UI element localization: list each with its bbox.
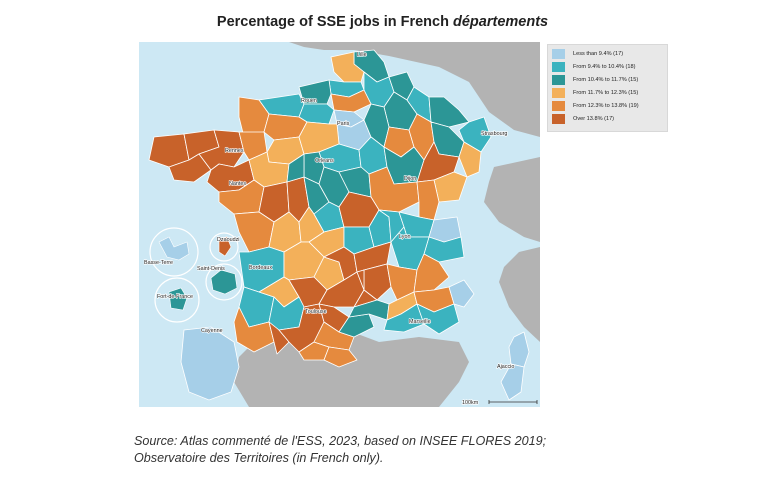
city-label-lille: Lille bbox=[357, 52, 367, 58]
city-label-strasbourg: Strasbourg bbox=[481, 131, 507, 137]
departement-herault bbox=[338, 313, 375, 338]
legend-swatch bbox=[552, 101, 565, 111]
departements bbox=[148, 49, 492, 368]
corsica bbox=[500, 331, 530, 401]
legend-swatch bbox=[552, 49, 565, 59]
legend-item: Less than 9.4% (17) bbox=[552, 49, 623, 59]
city-label-ajaccio: Ajaccio bbox=[497, 364, 514, 370]
city-label-orleans: Orleans bbox=[315, 158, 334, 164]
map-legend: Less than 9.4% (17) From 9.4% to 10.4% (… bbox=[547, 44, 668, 132]
departement-pyrenees-atlantiques bbox=[233, 306, 275, 353]
legend-label: From 12.3% to 13.8% (19) bbox=[573, 103, 639, 109]
departement-guyane bbox=[180, 326, 240, 401]
departement-mayotte bbox=[218, 236, 232, 257]
city-labels: Lille Rouen Paris Strasbourg Rennes Orle… bbox=[143, 51, 515, 370]
legend-swatch bbox=[552, 88, 565, 98]
map-title-text: Percentage of SSE jobs in French bbox=[216, 14, 453, 30]
departement-jura bbox=[416, 179, 440, 221]
departement-martinique bbox=[168, 287, 188, 311]
departement-reunion bbox=[210, 269, 238, 295]
source-line-1: Source: Atlas commenté de l'ESS, 2023, b… bbox=[134, 434, 547, 448]
france-map: 100km Lille Rouen Paris Strasbourg Renne… bbox=[139, 42, 540, 407]
city-label-cayenne: Cayenne bbox=[201, 328, 223, 334]
city-label-paris: Paris bbox=[337, 121, 350, 127]
map-title: Percentage of SSE jobs in French départe… bbox=[0, 14, 765, 30]
scale-bar-label: 100km bbox=[462, 400, 479, 406]
departement-guadeloupe bbox=[158, 236, 190, 261]
neighbor-countries bbox=[234, 42, 540, 407]
departement-hautes-pyrenees bbox=[268, 321, 290, 355]
legend-label: Less than 9.4% (17) bbox=[573, 51, 624, 57]
city-label-saint-denis: Saint-Denis bbox=[197, 266, 225, 272]
city-label-dijon: Dijon bbox=[404, 176, 416, 182]
city-label-nantes: Nantes bbox=[229, 181, 246, 187]
city-label-rennes: Rennes bbox=[225, 148, 244, 154]
departement-alpes-maritimes bbox=[448, 279, 475, 308]
departement-pas-de-calais bbox=[330, 51, 365, 83]
legend-label: Over 13.8% (17) bbox=[573, 116, 615, 122]
legend-item: Over 13.8% (17) bbox=[552, 114, 614, 124]
legend-label: From 10.4% to 11.7% (15) bbox=[573, 77, 639, 83]
legend-item: From 11.7% to 12.3% (15) bbox=[552, 88, 638, 98]
departement-corse-du-sud bbox=[500, 363, 525, 401]
source-line-2: Observatoire des Territoires (in French … bbox=[134, 451, 384, 465]
city-label-marseille: Marseille bbox=[409, 319, 431, 325]
legend-item: From 9.4% to 10.4% (18) bbox=[552, 62, 636, 72]
legend-item: From 12.3% to 13.8% (19) bbox=[552, 101, 639, 111]
departement-var bbox=[416, 303, 460, 335]
city-label-bordeaux: Bordeaux bbox=[249, 265, 272, 271]
city-label-fort-de-france: Fort-de-France bbox=[157, 294, 193, 300]
source-note: Source: Atlas commenté de l'ESS, 2023, b… bbox=[134, 433, 694, 467]
city-label-toulouse: Toulouse bbox=[305, 309, 327, 315]
scale-bar: 100km bbox=[461, 399, 538, 407]
city-label-dzaoudzi: Dzaoudzi bbox=[217, 237, 239, 243]
legend-label: From 9.4% to 10.4% (18) bbox=[573, 64, 636, 70]
legend-swatch bbox=[552, 75, 565, 85]
departement-seine-maritime bbox=[298, 79, 332, 105]
city-label-basse-terre: Basse-Terre bbox=[144, 260, 173, 266]
legend-label: From 11.7% to 12.3% (15) bbox=[573, 90, 639, 96]
legend-swatch bbox=[552, 62, 565, 72]
city-label-lyon: Lyon bbox=[399, 234, 411, 240]
city-label-rouen: Rouen bbox=[301, 98, 317, 104]
legend-swatch bbox=[552, 114, 565, 124]
map-title-italic: départements bbox=[453, 14, 549, 30]
overseas-insets bbox=[149, 227, 243, 401]
departement-haut-rhin bbox=[458, 141, 482, 178]
legend-item: From 10.4% to 11.7% (15) bbox=[552, 75, 638, 85]
departement-pyrenees-orientales bbox=[323, 346, 358, 368]
